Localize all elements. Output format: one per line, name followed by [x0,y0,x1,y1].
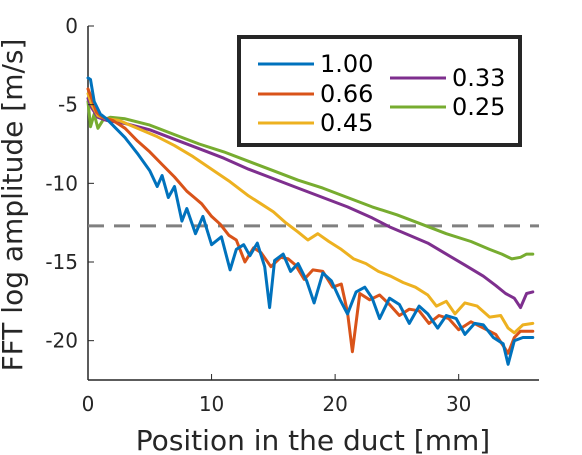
series-line-0-66 [86,87,535,355]
x-tick-label: 30 [446,392,471,416]
legend-label: 0.25 [452,93,505,121]
y-axis-label: FFT log amplitude [m/s] [0,39,29,372]
legend-label: 0.45 [320,109,373,137]
y-tick-label: -10 [45,171,78,195]
x-tick-label: 0 [82,392,95,416]
legend-box [237,35,522,147]
y-tick-label: -15 [45,250,78,274]
legend: 1.000.660.45 0.330.25 [237,35,522,147]
x-tick-label: 10 [199,392,224,416]
series-layer [86,76,535,366]
series-line-1-00 [86,76,535,366]
y-tick-label: -20 [45,329,78,353]
series-line-0-45 [86,92,535,335]
y-tick-label: 0 [65,14,78,38]
plot-area [87,26,539,381]
legend-label: 1.00 [320,50,373,78]
legend-label: 0.33 [452,64,505,92]
x-axis-label: Position in the duct [mm] [136,424,490,455]
x-tick-label: 20 [322,392,347,416]
y-tick-label: -5 [58,93,78,117]
ticks-layer: 0 10 20 30 0 -5 -10 -15 -20 [45,14,471,416]
legend-label: 0.66 [320,80,373,108]
